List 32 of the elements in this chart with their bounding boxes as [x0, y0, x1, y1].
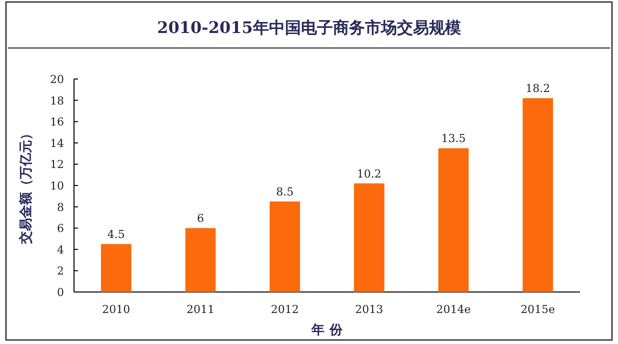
x-tick-label: 2010: [102, 303, 130, 316]
bar: [354, 183, 384, 292]
x-tick-label: 2013: [355, 303, 384, 316]
data-label: 10.2: [356, 167, 382, 180]
x-tick-label: 2014e: [436, 303, 471, 316]
y-tick-label: 18: [50, 94, 64, 108]
x-axis-title: 年 份: [310, 323, 344, 338]
y-tick-label: 0: [57, 286, 64, 299]
y-tick-label: 10: [50, 180, 64, 192]
chart-title: 2010-2015年中国电子商务市场交易规模: [157, 18, 461, 37]
bar: [438, 148, 469, 292]
x-tick-label: 2015e: [520, 303, 556, 316]
data-label: 8.5: [276, 185, 294, 198]
bar: [522, 98, 554, 292]
x-tick-label: 2012: [270, 303, 299, 316]
y-axis-title: 交易金额（万亿元）: [18, 127, 34, 245]
bar: [185, 228, 216, 292]
y-tick-label: 2: [57, 264, 64, 278]
x-tick-label: 2011: [186, 303, 214, 316]
y-tick-label: 4: [57, 243, 64, 256]
data-label: 13.5: [441, 132, 466, 146]
y-tick-label: 20: [50, 73, 64, 86]
bar: [270, 201, 300, 292]
y-tick-label: 6: [57, 222, 64, 236]
data-label: 18.2: [526, 82, 550, 96]
data-label: 6: [197, 212, 204, 226]
y-tick-label: 12: [50, 158, 64, 172]
y-tick-label: 16: [50, 116, 64, 129]
y-tick-label: 14: [50, 136, 64, 150]
bar: [100, 244, 132, 292]
y-tick-label: 8: [57, 200, 64, 214]
data-label: 4.5: [107, 228, 125, 242]
